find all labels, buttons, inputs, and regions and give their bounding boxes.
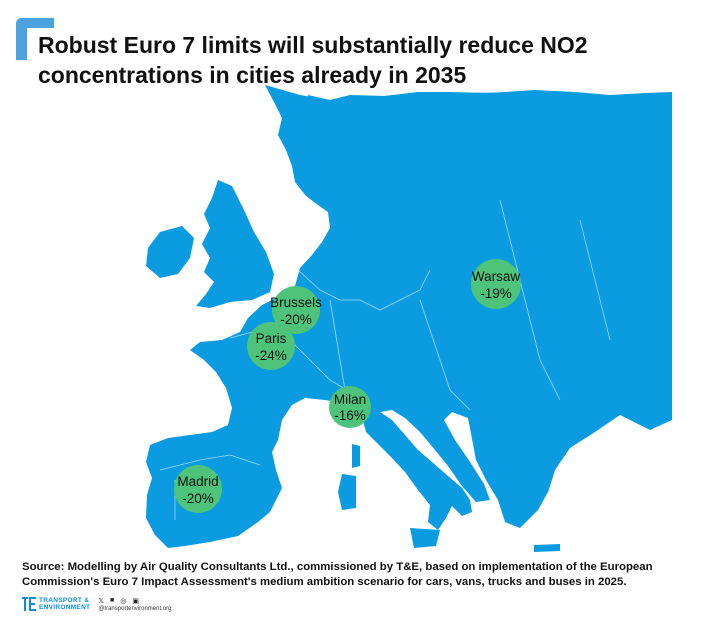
city-marker-paris: Paris -24% (247, 322, 295, 370)
finland (462, 92, 552, 196)
te-logo-text: TRANSPORT & ENVIRONMENT (39, 597, 90, 611)
mainland-europe (146, 85, 672, 548)
milan-circle (329, 386, 371, 428)
linkedin-icon[interactable]: ▣ (132, 597, 139, 605)
logo-line-2: ENVIRONMENT (39, 604, 91, 611)
ireland (146, 226, 194, 278)
te-logo-mark-icon (22, 597, 36, 611)
te-logo: TRANSPORT & ENVIRONMENT (22, 597, 90, 611)
map-title: Robust Euro 7 limits will substantially … (38, 30, 678, 90)
paris-change: -24% (255, 348, 287, 363)
city-marker-brussels: Brussels -20% (270, 286, 322, 334)
corner-bracket-icon (16, 18, 54, 60)
city-marker-madrid: Madrid -20% (174, 465, 222, 513)
crete (534, 544, 560, 552)
paris-name: Paris (256, 331, 287, 346)
source-line-2: Commission's Euro 7 Impact Assessment's … (22, 576, 627, 588)
balkans (468, 418, 555, 528)
social-icons: 𝕏 ■ ◎ ▣ (98, 597, 171, 605)
great-britain (196, 180, 274, 308)
brussels-circle (272, 286, 320, 334)
source-line-1: Source: Modelling by Air Quality Consult… (22, 561, 653, 573)
source-note: Source: Modelling by Air Quality Consult… (22, 560, 702, 590)
footer: TRANSPORT & ENVIRONMENT 𝕏 ■ ◎ ▣ @transpo… (22, 594, 171, 614)
instagram-icon[interactable]: ◎ (120, 597, 127, 605)
madrid-circle (174, 465, 222, 513)
sardinia (338, 474, 356, 510)
paris-circle (247, 322, 295, 370)
italy (360, 410, 472, 530)
warsaw-circle (471, 259, 521, 309)
landmass (146, 85, 672, 552)
corsica (352, 444, 360, 468)
madrid-change: -20% (182, 491, 214, 506)
brussels-name: Brussels (270, 295, 322, 310)
twitter-icon[interactable]: 𝕏 (98, 597, 104, 605)
social-handle[interactable]: @transportenvironment.org (98, 605, 172, 612)
title-line-1: Robust Euro 7 limits will substantially … (38, 32, 588, 58)
warsaw-change: -19% (480, 286, 512, 301)
brussels-change: -20% (280, 312, 312, 327)
facebook-icon[interactable]: ■ (109, 596, 115, 604)
warsaw-name: Warsaw (472, 269, 521, 284)
sicily (410, 528, 440, 548)
madrid-name: Madrid (177, 474, 218, 489)
balearics (250, 506, 264, 516)
city-marker-milan: Milan -16% (329, 386, 371, 428)
milan-change: -16% (334, 408, 366, 423)
milan-name: Milan (334, 392, 366, 407)
scandinavia (300, 92, 444, 232)
title-line-2: concentrations in cities already in 2035 (38, 62, 467, 88)
logo-line-1: TRANSPORT & (39, 597, 90, 604)
city-marker-warsaw: Warsaw -19% (471, 259, 521, 309)
social-links: 𝕏 ■ ◎ ▣ @transportenvironment.org (98, 597, 171, 612)
